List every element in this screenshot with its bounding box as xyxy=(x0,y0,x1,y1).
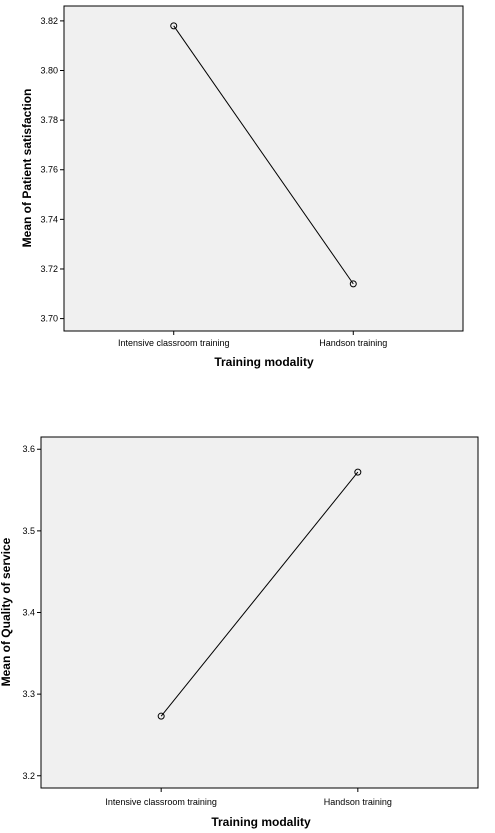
x-tick-label: Intensive classroom training xyxy=(118,338,230,348)
data-point-marker xyxy=(170,22,178,30)
y-tick-label: 3.70 xyxy=(40,314,58,324)
y-tick-label: 3.74 xyxy=(40,214,58,224)
chart-patient-satisfaction: Training modality Mean of Patient satisf… xyxy=(20,5,464,369)
y-tick-label: 3.76 xyxy=(40,165,58,175)
y-axis-title: Mean of Quality of service xyxy=(0,537,13,686)
series-line xyxy=(160,471,359,717)
y-tick-label: 3.5 xyxy=(22,526,35,536)
plot-area xyxy=(40,436,479,789)
data-point-marker xyxy=(354,468,362,476)
data-point-marker xyxy=(157,712,165,720)
x-tick-label: Handson training xyxy=(319,338,387,348)
y-tick-label: 3.78 xyxy=(40,115,58,125)
series-line xyxy=(173,25,354,285)
y-tick-label: 3.3 xyxy=(22,689,35,699)
y-tick-label: 3.4 xyxy=(22,608,35,618)
y-tick-label: 3.6 xyxy=(22,444,35,454)
y-tick-label: 3.80 xyxy=(40,66,58,76)
y-tick-label: 3.72 xyxy=(40,264,58,274)
x-axis-title: Training modality xyxy=(214,355,314,369)
x-tick-label: Intensive classroom training xyxy=(105,797,217,807)
x-tick-label: Handson training xyxy=(324,797,392,807)
chart-quality-of-service: Training modality Mean of Quality of ser… xyxy=(0,436,479,829)
plot-area xyxy=(63,5,464,332)
y-axis-title: Mean of Patient satisfaction xyxy=(20,89,34,248)
y-tick-label: 3.82 xyxy=(40,16,58,26)
x-axis-title: Training modality xyxy=(211,815,311,829)
data-point-marker xyxy=(349,280,357,288)
y-tick-label: 3.2 xyxy=(22,771,35,781)
